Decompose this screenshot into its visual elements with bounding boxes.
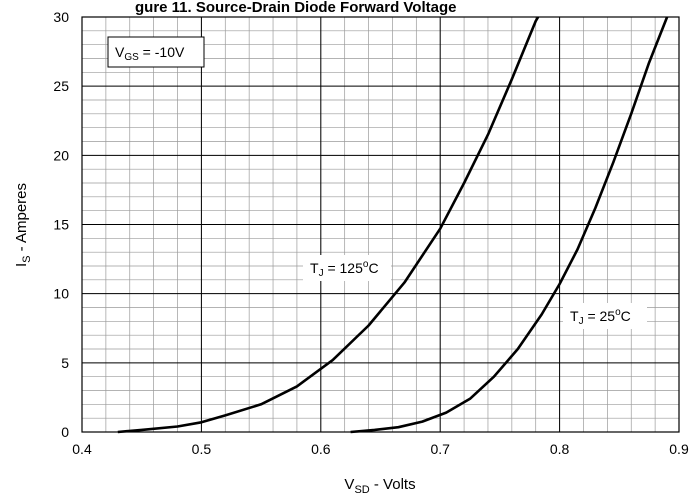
y-tick-label: 5 (61, 355, 69, 371)
vgs-annotation: VGS = -10V (107, 36, 205, 68)
x-tick-label: 0.8 (550, 441, 570, 457)
y-tick-label: 30 (53, 9, 69, 25)
series-label-25c: TJ = 25oC (563, 303, 647, 329)
x-axis-title: VSD - Volts (344, 476, 415, 493)
y-tick-label: 10 (53, 286, 69, 302)
x-tick-label: 0.5 (192, 441, 212, 457)
x-tick-labels: 0.4 0.5 0.6 0.7 0.8 0.9 (72, 441, 689, 457)
x-tick-label: 0.9 (669, 441, 689, 457)
series-line-1 (350, 16, 669, 434)
vgs-annotation-box (107, 36, 205, 68)
series-label-125c-bg (303, 255, 391, 281)
series-label-125c: TJ = 125oC (303, 255, 391, 281)
y-tick-label: 20 (53, 147, 69, 163)
series-label-25c-text: TJ = 25oC (570, 307, 631, 327)
x-tick-label: 0.7 (430, 441, 450, 457)
curves (117, 16, 669, 434)
y-axis-title: IS - Amperes (13, 183, 33, 267)
x-tick-label: 0.6 (311, 441, 331, 457)
series-label-25c-bg (563, 303, 647, 329)
y-tick-label: 25 (53, 78, 69, 94)
y-tick-labels: 0 5 10 15 20 25 30 (53, 9, 69, 440)
series-label-125c-text: TJ = 125oC (310, 259, 379, 279)
vgs-annotation-text: VGS = -10V (115, 44, 185, 63)
y-tick-label: 0 (61, 424, 69, 440)
y-tick-label: 15 (53, 217, 69, 233)
chart-title: gure 11. Source-Drain Diode Forward Volt… (135, 0, 456, 16)
x-tick-label: 0.4 (72, 441, 92, 457)
plot-frame (81, 16, 680, 433)
series-line-0 (117, 16, 540, 434)
